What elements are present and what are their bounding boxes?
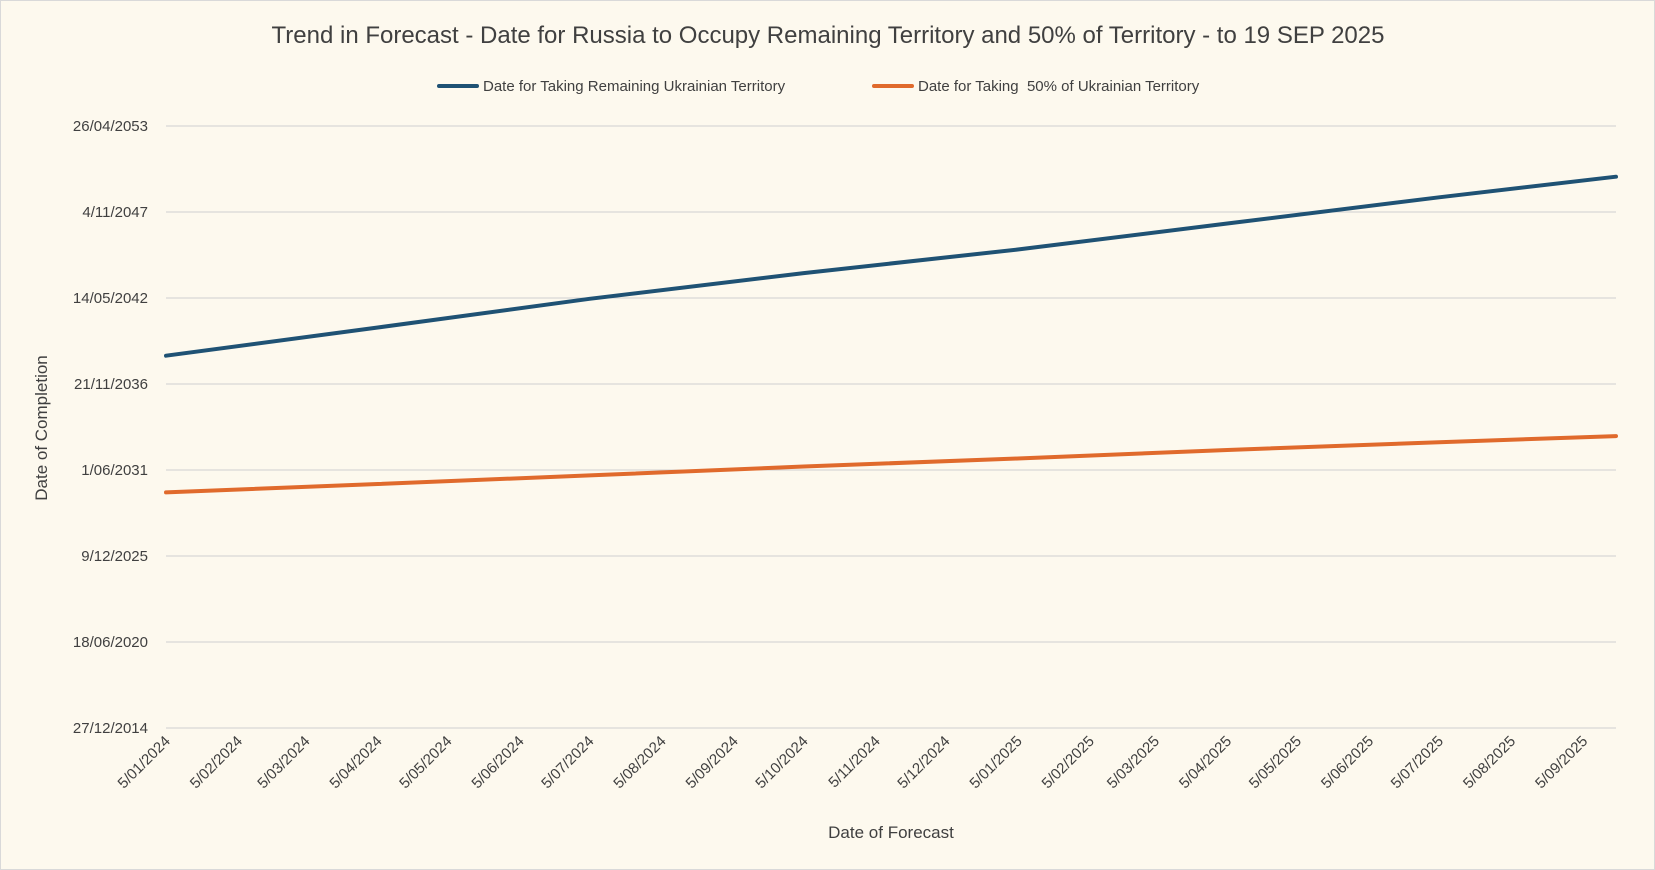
y-tick-label: 26/04/2053 bbox=[73, 118, 148, 135]
y-tick-label: 4/11/2047 bbox=[82, 204, 148, 221]
x-tick-label: 5/03/2024 bbox=[254, 733, 313, 792]
legend-label-half: Date for Taking 50% of Ukrainian Territo… bbox=[918, 78, 1200, 95]
x-tick-label: 5/07/2025 bbox=[1388, 733, 1447, 792]
x-tick-label: 5/01/2024 bbox=[115, 733, 174, 792]
x-tick-label: 5/10/2024 bbox=[752, 733, 811, 792]
x-tick-label: 5/06/2025 bbox=[1318, 733, 1377, 792]
x-tick-label: 5/01/2025 bbox=[966, 733, 1025, 792]
x-tick-label: 5/04/2024 bbox=[326, 733, 385, 792]
chart-title: Trend in Forecast - Date for Russia to O… bbox=[272, 22, 1385, 49]
x-tick-label: 5/04/2025 bbox=[1176, 733, 1235, 792]
x-tick-label: 5/08/2024 bbox=[610, 733, 669, 792]
y-tick-label: 14/05/2042 bbox=[73, 290, 148, 307]
y-tick-label: 9/12/2025 bbox=[81, 548, 148, 565]
y-tick-label: 1/06/2031 bbox=[81, 462, 148, 479]
x-tick-label: 5/02/2024 bbox=[187, 733, 246, 792]
y-tick-label: 21/11/2036 bbox=[74, 376, 148, 393]
x-tick-label: 5/07/2024 bbox=[538, 733, 597, 792]
x-tick-label: 5/09/2024 bbox=[683, 733, 742, 792]
x-tick-label: 5/05/2025 bbox=[1246, 733, 1305, 792]
legend-label-remaining: Date for Taking Remaining Ukrainian Terr… bbox=[483, 78, 786, 95]
series-line-half-territory bbox=[164, 434, 1618, 495]
x-tick-label: 5/02/2025 bbox=[1039, 733, 1098, 792]
x-tick-label: 5/11/2024 bbox=[825, 733, 883, 791]
series-line-remaining-territory bbox=[164, 174, 1618, 358]
y-tick-label: 27/12/2014 bbox=[73, 720, 148, 737]
y-axis-title: Date of Completion bbox=[32, 355, 51, 501]
y-axis-ticks: 27/12/2014 18/06/2020 9/12/2025 1/06/2031 21… bbox=[73, 118, 148, 737]
x-tick-label: 5/09/2025 bbox=[1532, 733, 1591, 792]
x-axis-ticks: 5/01/2024 5/02/2024 5/03/2024 5/04/2024 5/05… bbox=[115, 733, 1592, 792]
x-tick-label: 5/06/2024 bbox=[468, 733, 527, 792]
series-lines bbox=[164, 174, 1618, 495]
x-tick-label: 5/03/2025 bbox=[1104, 733, 1163, 792]
x-tick-label: 5/12/2024 bbox=[894, 733, 953, 792]
legend: Date for Taking Remaining Ukrainian Terr… bbox=[437, 78, 1200, 95]
y-tick-label: 18/06/2020 bbox=[73, 634, 148, 651]
gridlines bbox=[166, 125, 1616, 729]
x-tick-label: 5/08/2025 bbox=[1460, 733, 1519, 792]
x-tick-label: 5/05/2024 bbox=[396, 733, 455, 792]
x-axis-title: Date of Forecast bbox=[828, 823, 954, 842]
